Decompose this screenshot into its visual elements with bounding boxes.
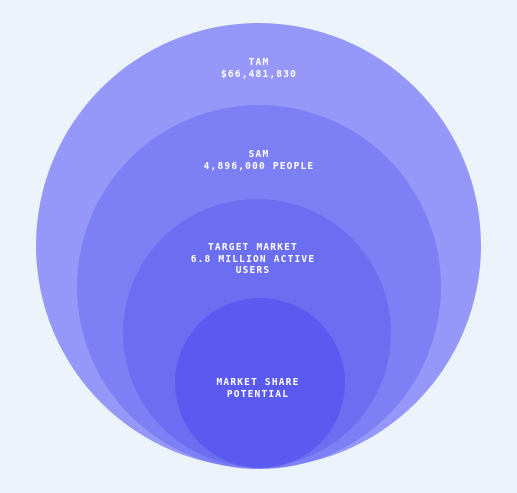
market-share-circle xyxy=(175,298,345,468)
sam-value: 4,896,000 PEOPLE xyxy=(203,160,315,172)
market-share-label: MARKET SHARE POTENTIAL xyxy=(216,377,299,400)
tam-label: TAM $66,481,830 xyxy=(221,57,297,80)
sam-label: SAM 4,896,000 PEOPLE xyxy=(204,149,315,172)
market-share-title-line1: MARKET SHARE xyxy=(216,377,300,388)
sam-title: SAM xyxy=(248,149,270,160)
market-share-title-line2: POTENTIAL xyxy=(226,388,290,400)
target-market-label: TARGET MARKET 6.8 MILLION ACTIVE USERS xyxy=(191,242,316,277)
tam-value: $66,481,830 xyxy=(220,68,298,80)
target-market-title: TARGET MARKET xyxy=(208,242,298,253)
target-market-value-line2: USERS xyxy=(235,265,271,276)
target-market-value-line1: 6.8 MILLION ACTIVE xyxy=(190,253,316,265)
tam-title: TAM xyxy=(248,57,270,68)
